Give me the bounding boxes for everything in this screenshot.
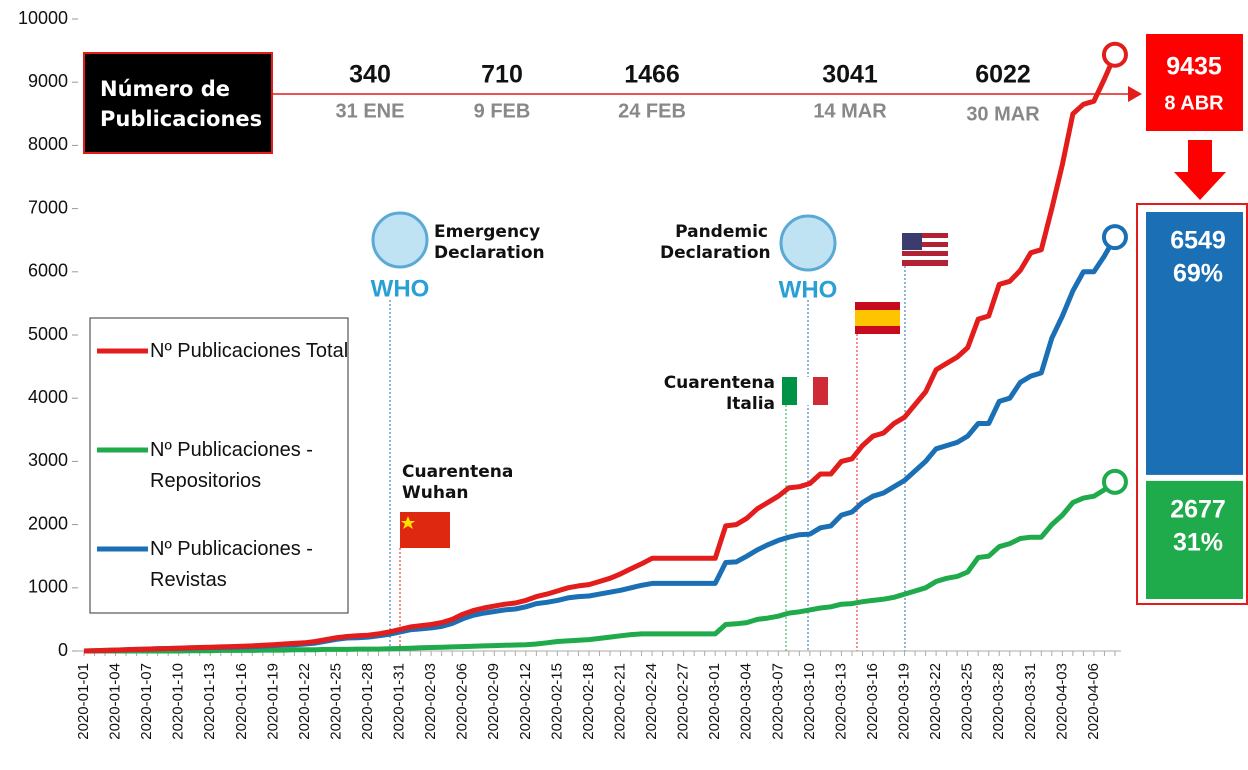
flag-usa — [902, 247, 948, 251]
x-tick-label: 2020-02-24 — [643, 663, 660, 740]
flag-italy — [797, 377, 813, 405]
event-label: Cuarentena Wuhan — [402, 462, 514, 503]
x-tick-label: 2020-01-19 — [264, 663, 281, 740]
flag-italy — [813, 377, 828, 405]
x-tick-label: 2020-02-09 — [485, 663, 502, 740]
x-tick-label: 2020-01-07 — [138, 663, 155, 740]
milestone-date: 9 FEB — [474, 100, 531, 122]
x-tick-label: 2020-01-01 — [75, 663, 92, 740]
y-tick-label: 9000 — [28, 71, 68, 91]
x-tick-label: 2020-03-16 — [864, 663, 881, 740]
milestone-date: 31 ENE — [336, 100, 405, 122]
share-box — [1146, 212, 1243, 475]
flag-star — [401, 516, 415, 529]
series-line — [83, 53, 1118, 654]
y-tick-label: 2000 — [28, 513, 68, 533]
x-tick-label: 2020-04-03 — [1053, 663, 1070, 740]
x-tick-label: 2020-01-31 — [391, 663, 408, 740]
title-box — [83, 52, 273, 154]
x-tick-label: 2020-02-06 — [454, 663, 471, 740]
x-tick-label: 2020-03-19 — [896, 663, 913, 740]
legend-box — [89, 317, 349, 614]
event-label: Cuarentena Italia — [663, 373, 775, 414]
x-tick-label: 2020-01-28 — [359, 663, 376, 740]
total-date: 8 ABR — [1164, 92, 1224, 114]
milestone-value: 340 — [349, 61, 391, 89]
y-tick-label: 3000 — [28, 450, 68, 470]
flag-spain — [855, 310, 900, 326]
x-tick-label: 2020-01-04 — [107, 663, 124, 740]
end-marker — [1101, 468, 1128, 495]
share-count: 6549 — [1170, 227, 1226, 255]
x-tick-label: 2020-03-22 — [927, 663, 944, 740]
x-tick-label: 2020-03-28 — [990, 663, 1007, 740]
y-tick-label: 4000 — [28, 387, 68, 407]
milestone-value: 710 — [481, 61, 523, 89]
flag-italy — [782, 377, 797, 405]
x-tick-label: 2020-02-27 — [675, 663, 692, 740]
x-tick-label: 2020-04-06 — [1085, 663, 1102, 740]
x-tick-label: 2020-03-07 — [769, 663, 786, 740]
down-arrow — [1174, 140, 1226, 200]
arrow-head — [1128, 86, 1142, 102]
x-tick-label: 2020-01-16 — [233, 663, 250, 740]
series-line — [84, 479, 1117, 654]
x-tick-label: 2020-01-10 — [170, 663, 187, 740]
legend-label: Nº Publicaciones - Repositorios — [150, 439, 313, 492]
y-tick-label: 6000 — [28, 261, 68, 281]
total-value: 9435 — [1166, 53, 1222, 81]
milestone-value: 3041 — [822, 61, 878, 89]
end-marker — [1101, 41, 1128, 68]
y-tick-label: 10000 — [18, 8, 68, 28]
event-label: Emergency Declaration — [434, 222, 545, 263]
event-label: Pandemic Declaration — [660, 222, 771, 263]
who-text: WHO — [371, 275, 430, 302]
x-tick-label: 2020-03-31 — [1022, 663, 1039, 740]
milestone-date: 14 MAR — [813, 100, 887, 122]
legend-label: Nº Publicaciones - Revistas — [150, 538, 313, 591]
milestone-date: 24 FEB — [618, 100, 686, 122]
who-logo — [371, 211, 429, 269]
x-tick-label: 2020-02-18 — [580, 663, 597, 740]
x-tick-label: 2020-03-10 — [801, 663, 818, 740]
x-tick-label: 2020-03-25 — [959, 663, 976, 740]
milestone-date: 30 MAR — [966, 103, 1040, 125]
x-tick-label: 2020-03-01 — [706, 663, 723, 740]
y-tick-label: 8000 — [28, 134, 68, 154]
y-tick-label: 0 — [58, 640, 68, 660]
flag-usa — [902, 256, 948, 260]
legend-label: Nº Publicaciones Total — [150, 340, 349, 362]
end-marker — [1101, 224, 1128, 251]
x-tick-label: 2020-02-21 — [611, 663, 628, 740]
x-tick-label: 2020-01-25 — [327, 663, 344, 740]
y-tick-label: 7000 — [28, 197, 68, 217]
x-tick-label: 2020-03-13 — [832, 663, 849, 740]
x-tick-label: 2020-01-13 — [201, 663, 218, 740]
share-box — [1146, 480, 1243, 599]
y-tick-label: 5000 — [28, 324, 68, 344]
x-tick-label: 2020-01-22 — [296, 663, 313, 740]
x-tick-label: 2020-03-04 — [738, 663, 755, 740]
title: Número de Publicaciones — [100, 77, 263, 131]
share-percent: 69% — [1173, 260, 1223, 288]
x-tick-label: 2020-02-15 — [548, 663, 565, 740]
flag-usa — [902, 238, 948, 242]
share-percent: 31% — [1173, 528, 1223, 556]
flag-usa — [902, 233, 922, 250]
who-text: WHO — [779, 276, 838, 303]
share-frame — [1136, 203, 1248, 605]
share-count: 2677 — [1170, 495, 1226, 523]
who-logo — [779, 214, 837, 272]
milestone-value: 6022 — [975, 61, 1031, 89]
x-tick-label: 2020-02-12 — [517, 663, 534, 740]
x-tick-label: 2020-02-03 — [422, 663, 439, 740]
milestone-value: 1466 — [624, 61, 680, 89]
y-tick-label: 1000 — [28, 577, 68, 597]
total-box — [1146, 34, 1243, 131]
